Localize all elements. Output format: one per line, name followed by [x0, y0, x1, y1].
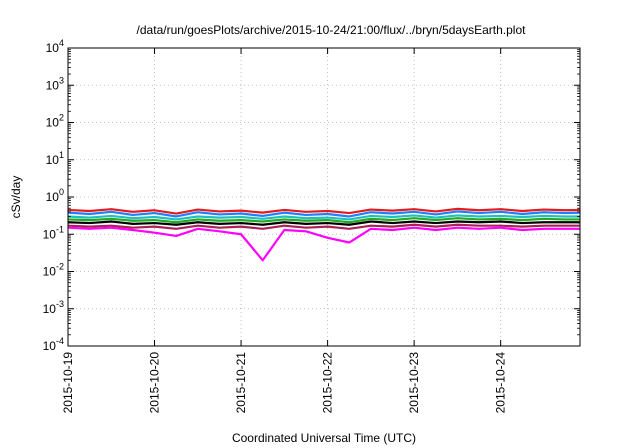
- y-tick-label: 101: [46, 150, 64, 167]
- x-tick-label: 2015-10-23: [407, 352, 421, 414]
- x-axis-title: Coordinated Universal Time (UTC): [232, 431, 416, 445]
- series-layer: [67, 207, 581, 262]
- y-tick-label: 10-4: [43, 336, 64, 353]
- y-tick-labels: 10-4 10-3 10-2 10-1 100 101 102 103 104: [43, 38, 64, 353]
- x-tick-label: 2015-10-22: [321, 352, 335, 414]
- chart-title: /data/run/goesPlots/archive/2015-10-24/2…: [137, 23, 527, 37]
- y-tick-label: 10-1: [43, 224, 64, 241]
- y-tick-label: 102: [46, 113, 64, 130]
- y-tick-label: 10-3: [43, 299, 64, 316]
- x-tick-label: 2015-10-21: [234, 352, 248, 414]
- series-line-6: [67, 223, 580, 230]
- series-line-5: [67, 220, 580, 226]
- series-line-1: [67, 207, 581, 215]
- y-tick-label: 10-2: [43, 262, 64, 279]
- grid: [68, 48, 580, 346]
- plot-frame: [67, 47, 581, 347]
- series-line-3: [67, 214, 580, 221]
- x-tick-labels: 2015-10-19 2015-10-20 2015-10-21 2015-10-22…: [61, 352, 508, 414]
- series-line-4: [67, 217, 580, 224]
- x-tick-label: 2015-10-20: [148, 352, 162, 414]
- y-tick-label: 103: [46, 75, 64, 92]
- series-line-7: [67, 226, 580, 262]
- y-tick-label: 104: [46, 38, 64, 55]
- x-tick-label: 2015-10-19: [61, 352, 75, 414]
- y-tick-label: 100: [46, 187, 64, 204]
- series-line-2: [67, 210, 581, 218]
- x-tick-label: 2015-10-24: [494, 352, 508, 414]
- y-axis-title: cSv/day: [9, 176, 23, 219]
